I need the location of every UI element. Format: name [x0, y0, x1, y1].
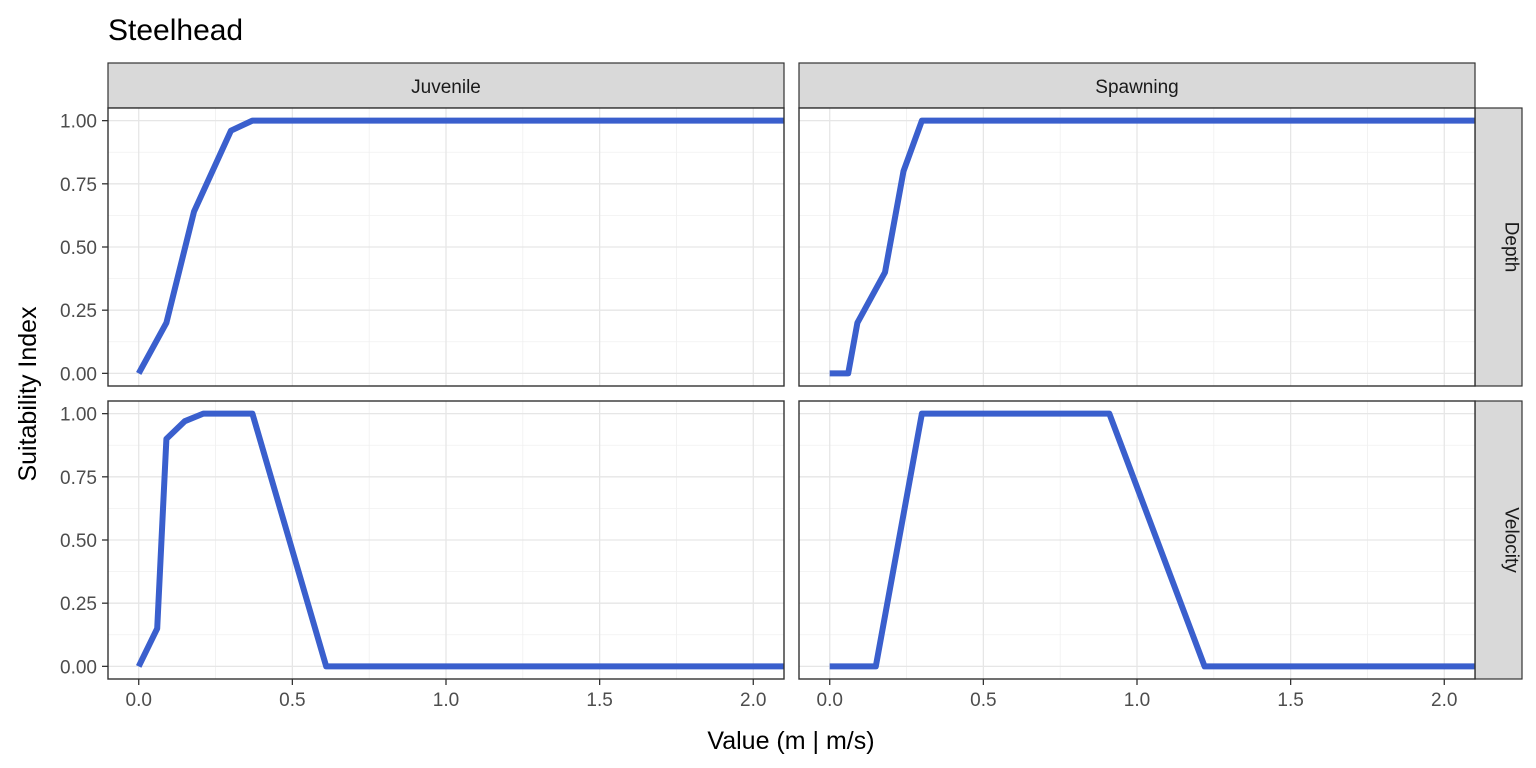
- x-tick-label: 1.5: [586, 690, 612, 711]
- strip-label: Velocity: [1501, 507, 1522, 573]
- x-axis-title: Value (m | m/s): [707, 727, 874, 755]
- strip-background: [798, 62, 1476, 109]
- y-tick-label: 1.00: [60, 405, 97, 426]
- panel-juvenile-depth: [107, 107, 785, 387]
- series-line: [829, 410, 1475, 670]
- x-axis-juvenile: 0.0 0.5 1.0 1.5 2.0: [126, 679, 766, 711]
- strip-velocity: Velocity: [1474, 400, 1523, 680]
- y-tick-label: 0.25: [60, 301, 97, 322]
- strip-background: [1474, 107, 1523, 387]
- facet-grid: Juvenile Spawning Depth Velocity 0.00 0.25 0.5…: [60, 62, 1523, 711]
- strip-label: Spawning: [1095, 77, 1178, 98]
- strip-depth: Depth: [1474, 107, 1523, 387]
- strip-background: [1474, 400, 1523, 680]
- panel-juvenile-velocity: [107, 400, 785, 680]
- x-tick-label: 1.5: [1277, 690, 1303, 711]
- strip-label: Juvenile: [411, 77, 481, 98]
- y-axis-velocity: 0.00 0.25 0.50 0.75 1.00: [60, 405, 108, 678]
- y-tick-label: 0.50: [60, 238, 97, 259]
- y-axis-title: Suitability Index: [14, 306, 42, 482]
- panel-spawning-depth: [798, 107, 1476, 387]
- x-tick-label: 0.5: [970, 690, 996, 711]
- y-tick-label: 0.00: [60, 364, 97, 385]
- panel-border: [798, 107, 1476, 387]
- strip-juvenile: Juvenile: [107, 62, 785, 109]
- y-tick-label: 0.00: [60, 657, 97, 678]
- y-tick-label: 0.75: [60, 175, 97, 196]
- series-line: [136, 117, 784, 375]
- y-tick-label: 0.25: [60, 594, 97, 615]
- y-axis-depth: 0.00 0.25 0.50 0.75 1.00: [60, 112, 108, 385]
- chart-title: Steelhead: [108, 14, 243, 47]
- x-tick-label: 1.0: [433, 690, 459, 711]
- x-tick-label: 0.0: [817, 690, 843, 711]
- strip-background: [107, 62, 785, 109]
- y-tick-label: 0.75: [60, 468, 97, 489]
- panel-spawning-velocity: [798, 400, 1476, 680]
- series-line: [829, 117, 1475, 377]
- series-line: [136, 410, 784, 670]
- x-tick-label: 0.5: [279, 690, 305, 711]
- strip-label: Depth: [1501, 222, 1522, 273]
- y-tick-label: 0.50: [60, 531, 97, 552]
- x-tick-label: 1.0: [1124, 690, 1150, 711]
- x-tick-label: 0.0: [126, 690, 152, 711]
- x-axis-spawning: 0.0 0.5 1.0 1.5 2.0: [817, 679, 1457, 711]
- y-tick-label: 1.00: [60, 112, 97, 133]
- strip-spawning: Spawning: [798, 62, 1476, 109]
- x-tick-label: 2.0: [1431, 690, 1457, 711]
- x-tick-label: 2.0: [740, 690, 766, 711]
